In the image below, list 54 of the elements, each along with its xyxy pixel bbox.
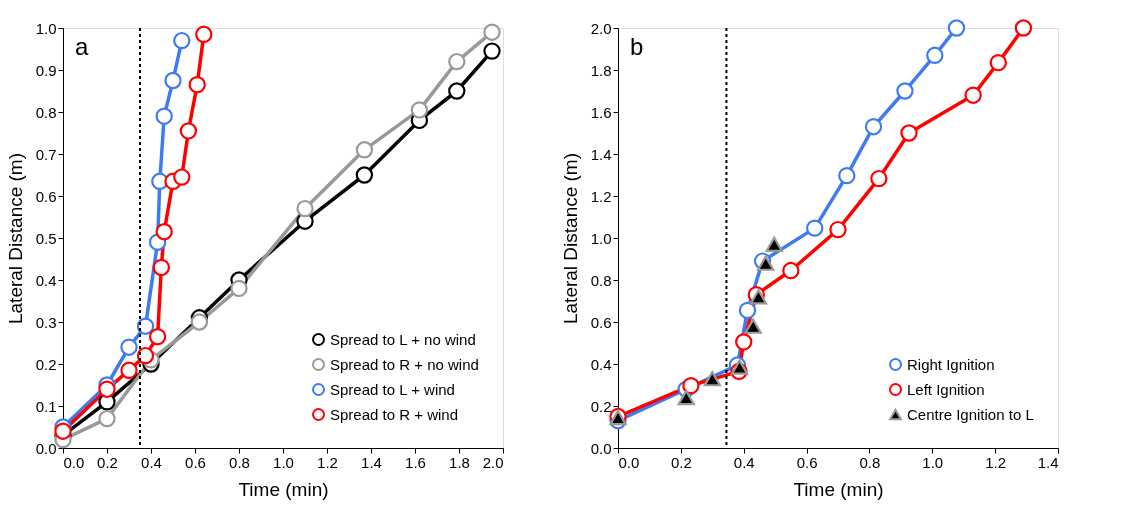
y-tick-label: 1.6 [590, 103, 612, 121]
y-tick-label: 0.4 [35, 271, 57, 289]
x-axis-title: Time (min) [793, 478, 884, 500]
annotation: a [75, 33, 89, 60]
x-tick-label: 1.4 [1037, 453, 1059, 471]
x-tick-label: 1.8 [449, 453, 470, 471]
x-tick-label: 1.6 [405, 453, 426, 471]
x-tick-label: 0.2 [670, 453, 692, 471]
y-tick-label: 1.2 [590, 187, 612, 205]
annotation: b [630, 33, 644, 60]
x-tick-label: 2.0 [482, 453, 504, 471]
legend-label: Left Ignition [907, 380, 985, 398]
y-axis-title: Lateral Distance (m) [4, 152, 26, 325]
y-tick-label: 0.9 [35, 61, 57, 79]
legend-label: Spread to L + wind [330, 380, 455, 398]
y-tick-label: 0.8 [590, 271, 612, 289]
y-tick-label: 2.0 [590, 19, 612, 37]
y-tick-label: 0.2 [590, 397, 612, 415]
y-tick-label: 0.5 [35, 229, 57, 247]
x-tick-label: 0.0 [618, 453, 640, 471]
y-tick-label: 0.2 [35, 355, 57, 373]
y-tick-label: 0.8 [35, 103, 57, 121]
y-tick-label: 1.8 [590, 61, 612, 79]
x-tick-label: 0.8 [229, 453, 250, 471]
x-tick-label: 1.0 [922, 453, 944, 471]
x-tick-label: 0.6 [185, 453, 206, 471]
y-tick-label: 1.0 [35, 19, 57, 37]
y-tick-label: 0.0 [590, 439, 612, 457]
x-tick-label: 0.4 [733, 453, 755, 471]
x-tick-label: 1.4 [361, 453, 382, 471]
legend-label: Centre Ignition to L [907, 405, 1034, 423]
y-tick-label: 1.0 [590, 229, 612, 247]
x-tick-label: 0.2 [97, 453, 118, 471]
legend-label: Spread to R + no wind [330, 355, 479, 373]
legend-label: Spread to L + no wind [330, 330, 476, 348]
y-axis-title: Lateral Distance (m) [559, 152, 581, 325]
legend-label: Right Ignition [907, 355, 995, 373]
x-tick-label: 1.2 [317, 453, 338, 471]
y-tick-label: 0.7 [35, 145, 57, 163]
x-tick-label: 1.0 [273, 453, 294, 471]
y-tick-label: 0.1 [35, 397, 57, 415]
x-tick-label: 1.2 [985, 453, 1007, 471]
y-tick-label: 0.0 [35, 439, 57, 457]
legend-label: Spread to R + wind [330, 405, 458, 423]
x-axis-title: Time (min) [238, 478, 329, 500]
x-tick-label: 0.6 [796, 453, 818, 471]
y-tick-label: 0.3 [35, 313, 57, 331]
x-tick-label: 0.0 [63, 453, 85, 471]
x-tick-label: 0.8 [859, 453, 881, 471]
y-tick-label: 1.4 [590, 145, 612, 163]
y-tick-label: 0.6 [590, 313, 612, 331]
y-tick-label: 0.6 [35, 187, 57, 205]
x-tick-label: 0.4 [141, 453, 162, 471]
y-tick-label: 0.4 [590, 355, 612, 373]
